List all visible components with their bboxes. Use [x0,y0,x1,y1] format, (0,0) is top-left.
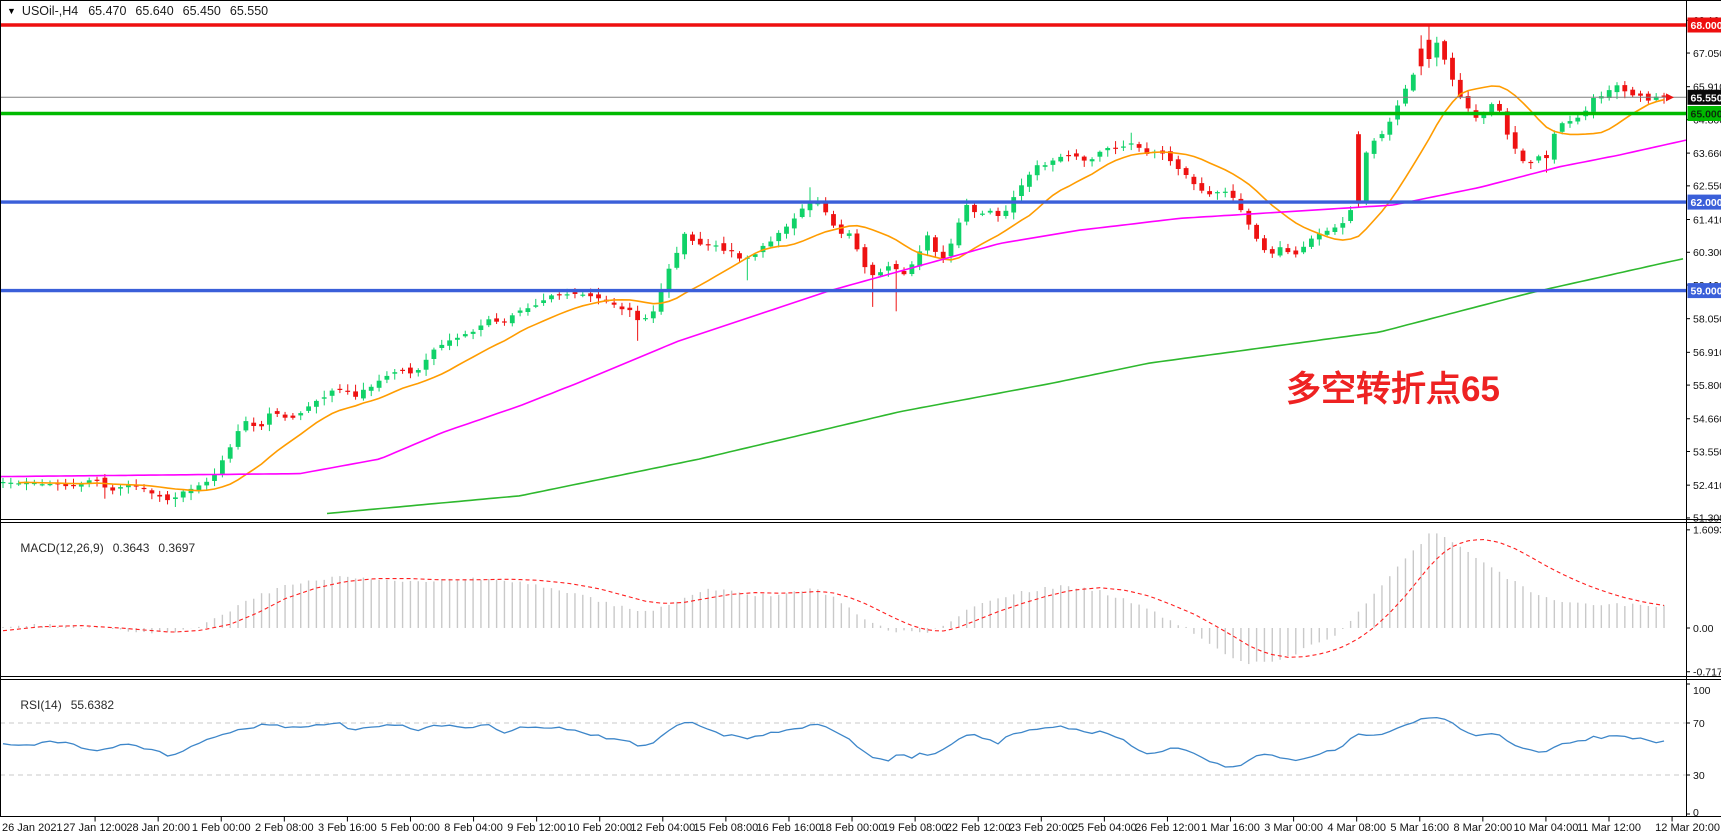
symbol-dropdown-icon[interactable]: ▼ [7,6,16,16]
date-tick-label: 10 Feb 20:00 [567,822,632,834]
price-tick-label: 58.050 [1693,314,1721,326]
price-tick-label: 60.300 [1693,247,1721,259]
macd-tick-label: 0.00 [1693,623,1714,635]
date-tick-label: 19 Feb 08:00 [883,822,948,834]
date-tick-label: 3 Feb 16:00 [318,822,377,834]
price-tick-label: 52.410 [1693,480,1721,492]
date-tick-label: 4 Mar 08:00 [1327,822,1386,834]
date-tick-label: 5 Feb 00:00 [381,822,440,834]
price-badge-label: 65.550 [1691,92,1721,104]
price-tick-label: 56.910 [1693,347,1721,359]
date-tick-label: 2 Feb 08:00 [255,822,314,834]
date-tick-label: 12 Feb 04:00 [630,822,695,834]
date-tick-label: 5 Mar 16:00 [1390,822,1449,834]
rsi-tick-label: 30 [1693,770,1705,782]
price-tick-label: 53.550 [1693,446,1721,458]
date-tick-label: 23 Feb 20:00 [1009,822,1074,834]
price-tick-label: 63.660 [1693,148,1721,160]
price-badge [1687,106,1721,121]
date-tick-label: 18 Feb 00:00 [820,822,885,834]
macd-histogram [2,533,1665,665]
date-tick-label: 8 Feb 04:00 [444,822,503,834]
price-badge-label: 62.000 [1691,197,1721,209]
macd-tick-label: -0.7172 [1693,667,1721,679]
date-tick-label: 16 Feb 16:00 [757,822,822,834]
price-badge-label: 68.000 [1691,20,1721,32]
date-tick-label: 1 Feb 00:00 [192,822,251,834]
date-tick-label: 28 Jan 20:00 [126,822,190,834]
price-badge [1687,89,1721,105]
date-tick-label: 10 Mar 04:00 [1514,822,1579,834]
price-tick-label: 62.550 [1693,181,1721,193]
date-tick-label: 27 Jan 12:00 [63,822,127,834]
price-badge [1687,283,1721,299]
date-tick-label: 26 Jan 2021 [2,822,63,834]
date-tick-label: 9 Feb 12:00 [507,822,566,834]
ma-slow-line [326,258,1684,515]
date-tick-label: 15 Feb 08:00 [693,822,758,834]
price-tick-label: 51.300 [1693,513,1721,525]
price-tick-label: 67.050 [1693,48,1721,60]
date-tick-label: 12 Mar 20:00 [1655,822,1720,834]
current-price-marker [1666,93,1674,102]
rsi-tick-label: 70 [1693,718,1705,730]
price-badge-label: 65.000 [1691,109,1721,121]
price-badge [1687,194,1721,210]
price-tick-label: 55.800 [1693,380,1721,392]
price-badge-label: 59.000 [1691,286,1721,298]
date-tick-label: 22 Feb 12:00 [946,822,1011,834]
date-tick-label: 26 Feb 12:00 [1135,822,1200,834]
rsi-line [2,716,1665,768]
date-tick-label: 3 Mar 00:00 [1264,822,1323,834]
price-tick-label: 61.410 [1693,214,1721,226]
macd-tick-label: 1.6093 [1693,525,1721,537]
date-tick-label: 1 Mar 16:00 [1201,822,1260,834]
macd-signal-line [2,539,1665,658]
candles-layer [0,25,1667,507]
price-tick-label: 54.660 [1693,414,1721,426]
date-tick-label: 11 Mar 12:00 [1577,822,1641,834]
price-badge [1687,17,1721,33]
rsi-tick-label: 100 [1693,685,1711,697]
date-tick-label: 25 Feb 04:00 [1072,822,1137,834]
rsi-tick-label: 0 [1693,807,1699,819]
date-tick-label: 8 Mar 20:00 [1453,822,1512,834]
